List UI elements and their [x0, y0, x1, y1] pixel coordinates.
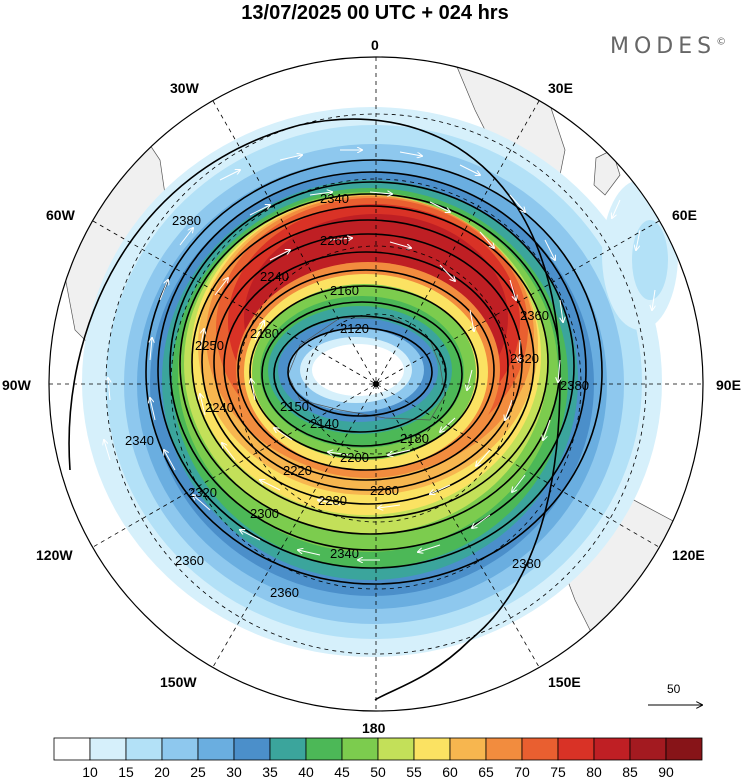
colorbar-swatch [485, 737, 523, 761]
contour-label: 2340 [125, 433, 154, 448]
south-pole-marker [373, 381, 379, 387]
colorbar-tick-label: 75 [550, 764, 566, 780]
colorbar-tick-label: 25 [190, 764, 206, 780]
colorbar-swatch [89, 737, 127, 761]
colorbar-swatch [413, 737, 451, 761]
colorbar-tick-label: 45 [334, 764, 350, 780]
longitude-label-30w: 30W [170, 80, 200, 96]
colorbar-tick-label: 30 [226, 764, 242, 780]
colorbar-tick-label: 85 [622, 764, 638, 780]
contour-label: 2160 [330, 283, 359, 298]
colorbar-tick-label: 40 [298, 764, 314, 780]
longitude-label-120e: 120E [672, 547, 705, 563]
colorbar-swatch [449, 737, 487, 761]
contour-label: 2200 [340, 450, 369, 465]
contour-label: 2140 [310, 416, 339, 431]
contour-label: 2300 [250, 506, 279, 521]
contour-label-group: 2120 2140 2150 2160 2180 2180 2200 2220 … [125, 191, 589, 600]
colorbar-tick-label: 90 [658, 764, 674, 780]
contour-label: 2120 [340, 321, 369, 336]
height-contours [68, 118, 603, 701]
colorbar-tick-label: 35 [262, 764, 278, 780]
colorbar-swatch [665, 737, 703, 761]
colorbar-tick-label: 60 [442, 764, 458, 780]
colorbar-swatch [305, 737, 343, 761]
contour-label: 2260 [320, 233, 349, 248]
longitude-label-180: 180 [362, 720, 386, 736]
longitude-label-60w: 60W [46, 207, 76, 223]
contour-label: 2380 [512, 556, 541, 571]
map-content [49, 57, 703, 711]
contour-label: 2380 [560, 378, 589, 393]
longitude-labels: 0 180 90W 90E 30W 60W 30E 60E 120W 150W … [2, 37, 741, 736]
longitude-label-90e: 90E [716, 377, 741, 393]
contour-label: 2260 [370, 483, 399, 498]
contour-label: 2380 [172, 213, 201, 228]
colorbar-tick-label: 15 [118, 764, 134, 780]
colorbar-tick-label: 10 [82, 764, 98, 780]
contour-label: 2180 [400, 431, 429, 446]
colorbar-tick-label: 65 [478, 764, 494, 780]
map-border [48, 56, 704, 712]
longitude-label-120w: 120W [36, 547, 73, 563]
colorbar-swatch [521, 737, 559, 761]
colorbar-swatch [593, 737, 631, 761]
modes-logo: MODES© [610, 34, 726, 59]
contour-label: 2340 [330, 546, 359, 561]
contour-label: 2340 [320, 191, 349, 206]
longitude-label-60e: 60E [672, 207, 697, 223]
colorbar-swatch [269, 737, 307, 761]
colorbar-swatch [377, 737, 415, 761]
longitude-label-150e: 150E [548, 674, 581, 690]
contour-label: 2150 [280, 399, 309, 414]
longitude-label-150w: 150W [160, 674, 197, 690]
colorbar-tick-label: 20 [154, 764, 170, 780]
reference-vector-label: 50 [667, 682, 681, 696]
colorbar-swatch [629, 737, 667, 761]
contour-label: 2360 [270, 585, 299, 600]
colorbar-swatch [341, 737, 379, 761]
longitude-label-0: 0 [371, 37, 379, 53]
colorbar-swatch [197, 737, 235, 761]
colorbar-swatch [233, 737, 271, 761]
contour-label: 2360 [520, 308, 549, 323]
colorbar-swatch [557, 737, 595, 761]
contour-label: 2180 [250, 326, 279, 341]
contour-label: 2280 [318, 493, 347, 508]
colorbar-swatch [53, 737, 91, 761]
copyright-mark: © [716, 36, 727, 48]
colorbar-swatch [125, 737, 163, 761]
colorbar-swatch [161, 737, 199, 761]
map-title: 13/07/2025 00 UTC + 024 hrs [241, 2, 509, 24]
colorbar-tick-label: 50 [370, 764, 386, 780]
graticule [49, 57, 703, 711]
contour-label: 2320 [510, 351, 539, 366]
contour-label: 2320 [188, 485, 217, 500]
colorbar-tick-label: 55 [406, 764, 422, 780]
contour-label: 2360 [175, 553, 204, 568]
contour-label: 2240 [205, 400, 234, 415]
brand-name: MODES [610, 34, 717, 59]
wind-vectors [104, 150, 655, 560]
longitude-label-90w: 90W [2, 377, 32, 393]
contour-label: 2240 [260, 269, 289, 284]
longitude-label-30e: 30E [548, 80, 573, 96]
contour-label: 2250 [195, 338, 224, 353]
colorbar-tick-label: 80 [586, 764, 602, 780]
colorbar-tick-label: 70 [514, 764, 530, 780]
contour-label: 2220 [283, 463, 312, 478]
colorbar [53, 737, 703, 761]
